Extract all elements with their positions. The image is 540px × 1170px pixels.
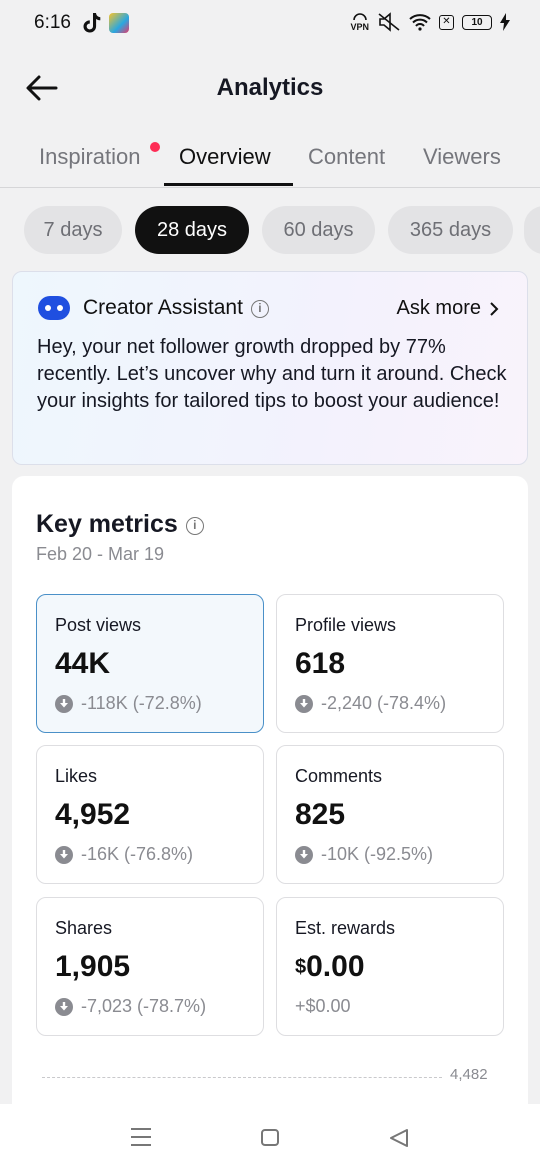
metric-change-text: -7,023 (-78.7%) <box>81 996 207 1016</box>
metric-post-views[interactable]: Post views 44K -118K (-72.8%) <box>36 594 264 733</box>
back-icon[interactable] <box>388 1128 410 1148</box>
metric-value: 4,952 <box>55 798 131 831</box>
notification-dot <box>150 142 160 152</box>
tab-overview[interactable]: Overview <box>179 144 271 169</box>
chart-max-label: 4,482 <box>450 1066 488 1083</box>
battery-icon: 10 <box>462 14 492 30</box>
home-icon[interactable] <box>261 1129 279 1146</box>
metric-change: -7,023 (-78.7%) <box>55 996 206 1017</box>
metric-label: Comments <box>295 766 383 786</box>
page-title: Analytics <box>216 74 324 101</box>
currency-symbol: $ <box>295 956 307 978</box>
app-notification-icon <box>109 13 129 33</box>
creator-assistant-icon <box>38 296 70 320</box>
chevron-right-icon <box>490 301 499 316</box>
metric-change: -118K (-72.8%) <box>55 693 202 714</box>
sim-x-icon: ✕ <box>439 14 454 30</box>
arrow-down-icon <box>55 845 73 864</box>
metric-value: $0.00 <box>295 950 365 984</box>
metric-value: 44K <box>55 647 111 680</box>
analytics-tabs: Inspiration Overview Content Viewers <box>0 132 540 188</box>
metric-change-text: -2,240 (-78.4%) <box>321 693 447 713</box>
metric-change: -16K (-76.8%) <box>55 844 193 865</box>
period-more-pill[interactable] <box>524 206 540 254</box>
period-365-days[interactable]: 365 days <box>388 206 513 254</box>
period-7-days[interactable]: 7 days <box>24 206 122 254</box>
header: Analytics <box>0 60 540 116</box>
battery-level: 10 <box>471 16 483 28</box>
back-arrow-icon[interactable] <box>24 72 60 104</box>
metric-change: -10K (-92.5%) <box>295 844 433 865</box>
metric-label: Post views <box>55 615 142 635</box>
tab-content[interactable]: Content <box>308 144 386 169</box>
wifi-icon <box>409 14 431 31</box>
period-selector: 7 days 28 days 60 days 365 days <box>24 206 540 254</box>
metric-profile-views[interactable]: Profile views 618 -2,240 (-78.4%) <box>276 594 504 733</box>
metric-value: 618 <box>295 647 346 680</box>
metric-change-text: -118K (-72.8%) <box>81 693 202 713</box>
metric-label: Est. rewards <box>295 918 396 938</box>
creator-assistant-card[interactable]: Creator Assistant i Ask more Hey, your ne… <box>12 271 528 465</box>
mute-icon <box>378 12 400 32</box>
metric-change-text: -10K (-92.5%) <box>321 844 434 864</box>
arrow-down-icon <box>55 694 73 713</box>
assistant-title-row: Creator Assistant i <box>83 296 269 320</box>
metric-likes[interactable]: Likes 4,952 -16K (-76.8%) <box>36 745 264 884</box>
system-nav-bar <box>0 1104 540 1170</box>
arrow-down-icon <box>295 694 313 713</box>
vpn-label: VPN <box>350 21 369 32</box>
period-28-days[interactable]: 28 days <box>135 206 249 254</box>
metric-change: -2,240 (-78.4%) <box>295 693 446 714</box>
date-range: Feb 20 - Mar 19 <box>36 544 165 564</box>
tiktok-notification-icon <box>83 13 101 33</box>
metric-change: +$0.00 <box>295 996 351 1017</box>
info-icon[interactable]: i <box>250 300 269 318</box>
period-60-days[interactable]: 60 days <box>262 206 375 254</box>
arrow-down-icon <box>295 845 313 864</box>
metric-value-number: 0.00 <box>306 950 365 983</box>
arrow-down-icon <box>55 997 73 1016</box>
ask-more-link[interactable]: Ask more <box>397 297 499 320</box>
metric-change-text: +$0.00 <box>295 996 351 1016</box>
info-icon[interactable]: i <box>185 517 204 535</box>
ask-more-label: Ask more <box>396 297 481 319</box>
chart-max-gridline <box>42 1077 442 1078</box>
status-time: 6:16 <box>34 12 71 33</box>
active-tab-indicator <box>164 183 293 186</box>
key-metrics-card: Key metrics i Feb 20 - Mar 19 Post views … <box>12 476 528 1116</box>
metric-label: Profile views <box>295 615 397 635</box>
key-metrics-title-row: Key metrics i <box>36 510 204 539</box>
vpn-icon: VPN <box>350 12 369 32</box>
assistant-message: Hey, your net follower growth dropped by… <box>37 336 507 412</box>
metric-shares[interactable]: Shares 1,905 -7,023 (-78.7%) <box>36 897 264 1036</box>
metric-comments[interactable]: Comments 825 -10K (-92.5%) <box>276 745 504 884</box>
metric-label: Likes <box>55 766 98 786</box>
metric-value: 825 <box>295 798 346 831</box>
key-metrics-title: Key metrics <box>36 510 178 538</box>
metric-label: Shares <box>55 918 113 938</box>
status-icons: VPN ✕ 10 <box>350 12 510 32</box>
metric-est-rewards[interactable]: Est. rewards $0.00 +$0.00 <box>276 897 504 1036</box>
tab-viewers[interactable]: Viewers <box>423 144 501 169</box>
metric-value: 1,905 <box>55 950 131 983</box>
assistant-title: Creator Assistant <box>83 296 243 319</box>
metric-change-text: -16K (-76.8%) <box>81 844 194 864</box>
charging-icon <box>500 13 510 31</box>
status-bar: 6:16 VPN ✕ 10 <box>0 0 540 48</box>
tab-inspiration[interactable]: Inspiration <box>39 144 141 169</box>
recent-apps-icon[interactable] <box>131 1128 151 1146</box>
